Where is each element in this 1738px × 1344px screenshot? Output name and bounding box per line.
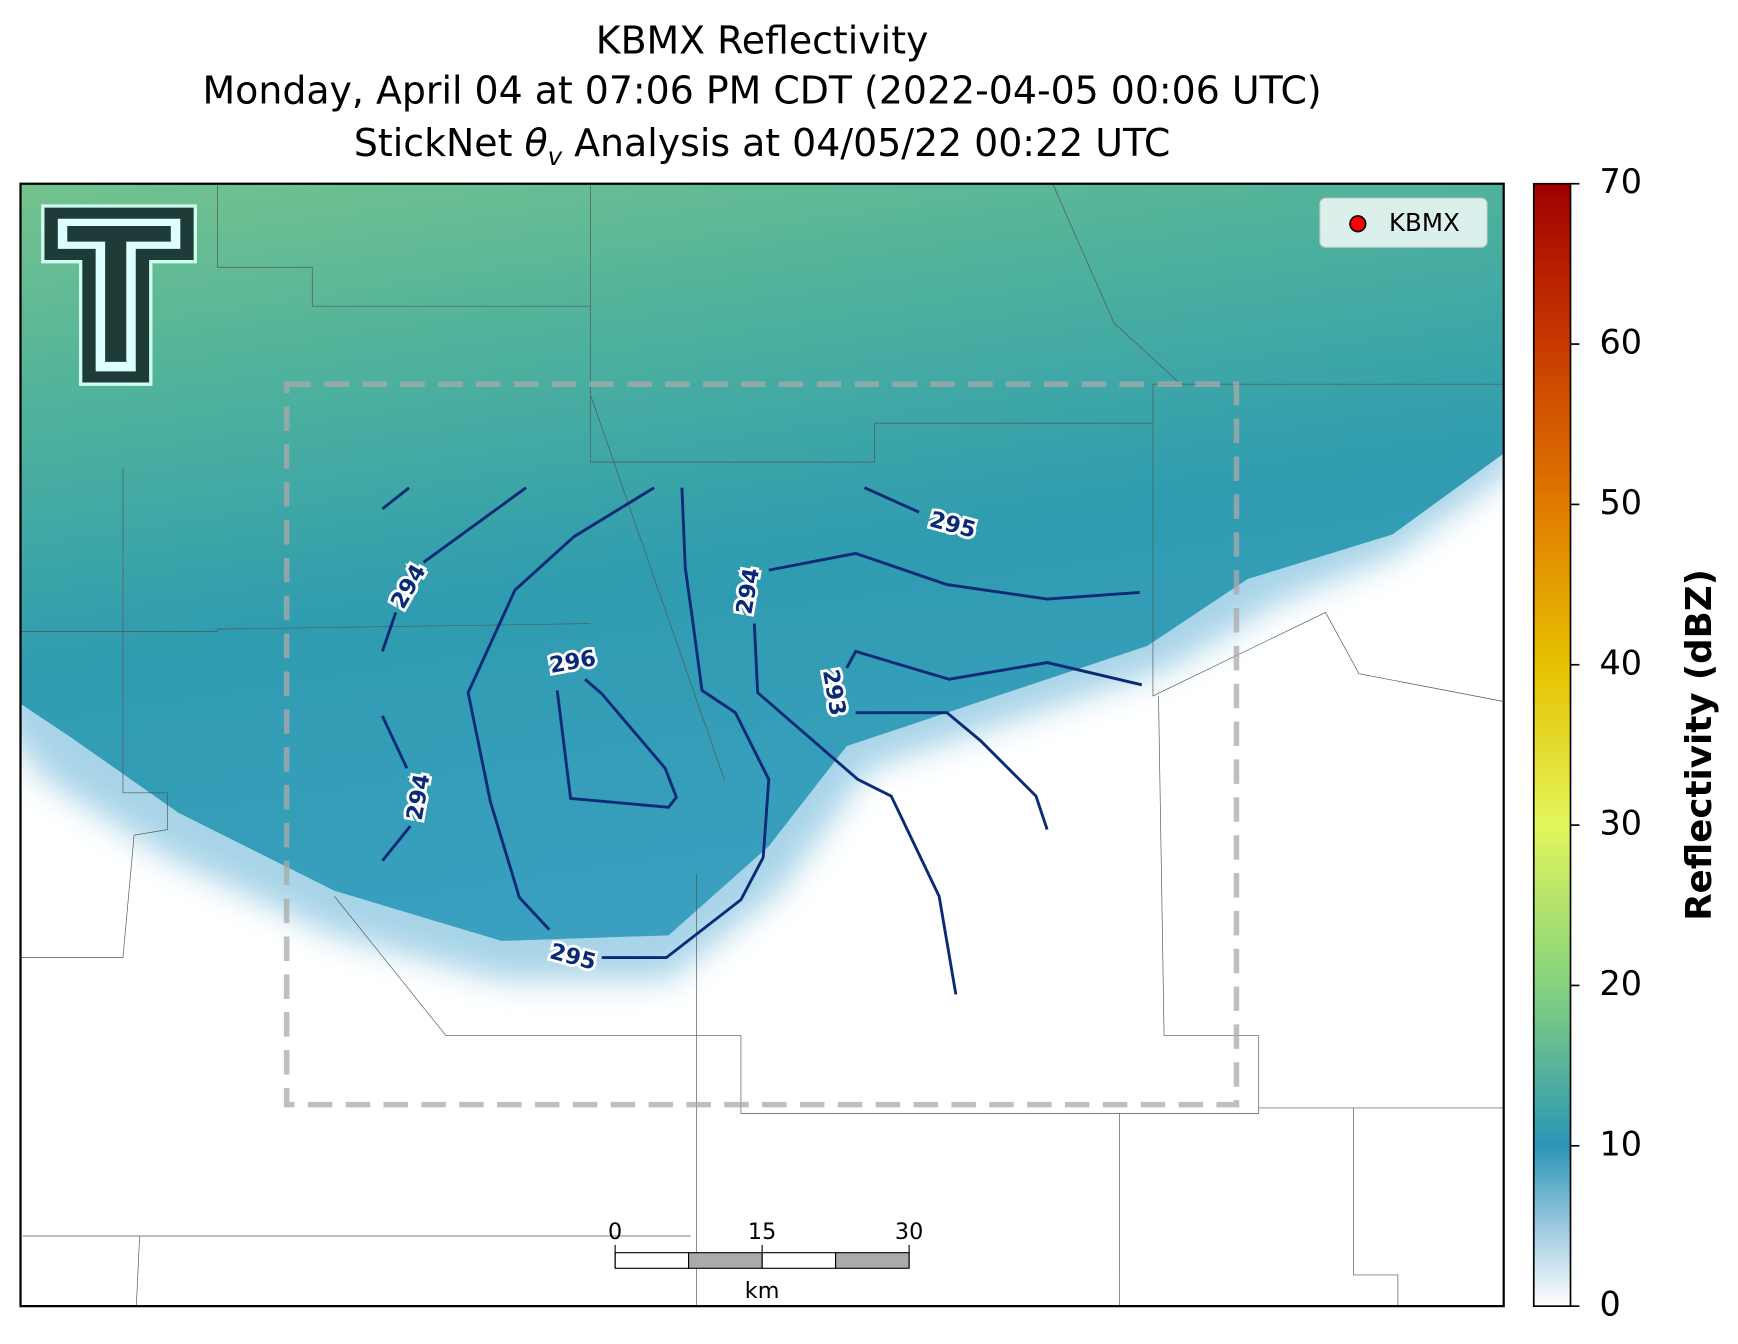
scale-unit: km (745, 1278, 780, 1304)
scale-tick-label: 15 (748, 1219, 776, 1245)
legend: KBMX (1319, 197, 1488, 248)
contour-line (863, 486, 920, 514)
title-line2: Monday, April 04 at 07:06 PM CDT (2022-0… (203, 69, 1322, 113)
colorbar-label: Reflectivity (dBZ) (1679, 569, 1720, 921)
legend-label: KBMX (1389, 208, 1460, 237)
contour-label: 293 (817, 667, 851, 717)
county-lines (20, 183, 1504, 1307)
colorbar (1532, 182, 1572, 1307)
map-frame (19, 182, 1505, 1308)
contours: 294 294 294 295 295 296 293 (381, 486, 1143, 995)
contour-label: 295 (927, 507, 979, 544)
legend-box (1319, 197, 1488, 248)
contour-line (381, 611, 398, 652)
contour-line (752, 623, 958, 995)
colorbar-tick-label: 40 (1599, 643, 1642, 682)
echo-area (20, 183, 1504, 941)
scale-tick-label: 30 (895, 1219, 923, 1245)
title-prefix: StickNet (354, 121, 525, 165)
title-line3: StickNet θv Analysis at 04/05/22 00:22 U… (354, 121, 1170, 171)
contour-line (855, 711, 1049, 831)
colorbar-tick-label: 20 (1599, 964, 1642, 1003)
analysis-domain (283, 381, 1240, 1108)
colorbar-tick-label: 70 (1599, 162, 1642, 201)
contour-line (555, 678, 679, 809)
logo (41, 204, 198, 386)
title-subscript: v (548, 142, 563, 171)
contour-line (381, 486, 411, 511)
title-suffix: Analysis at 04/05/22 00:22 UTC (562, 121, 1170, 165)
title-symbol: θ (524, 121, 547, 165)
scale-bar: km 0 15 30 (608, 1219, 923, 1304)
colorbar-tick-label: 30 (1599, 804, 1642, 843)
contour-line (381, 825, 412, 862)
contour-line (381, 715, 409, 769)
contour-label: 294 (402, 772, 436, 822)
contour-line (422, 486, 527, 564)
contour-line (466, 486, 655, 931)
contour-line (845, 649, 1143, 687)
colorbar-tick-label: 0 (1599, 1285, 1620, 1324)
contour-line (601, 487, 771, 960)
scale-tick-label: 0 (608, 1219, 622, 1245)
colorbar-tick-label: 60 (1599, 323, 1642, 362)
contour-line (768, 551, 1140, 601)
colorbar-tick-label: 10 (1599, 1124, 1642, 1163)
title-line1: KBMX Reflectivity (596, 18, 929, 62)
colorbar-tick-label: 50 (1599, 483, 1642, 522)
legend-marker (1349, 215, 1367, 233)
